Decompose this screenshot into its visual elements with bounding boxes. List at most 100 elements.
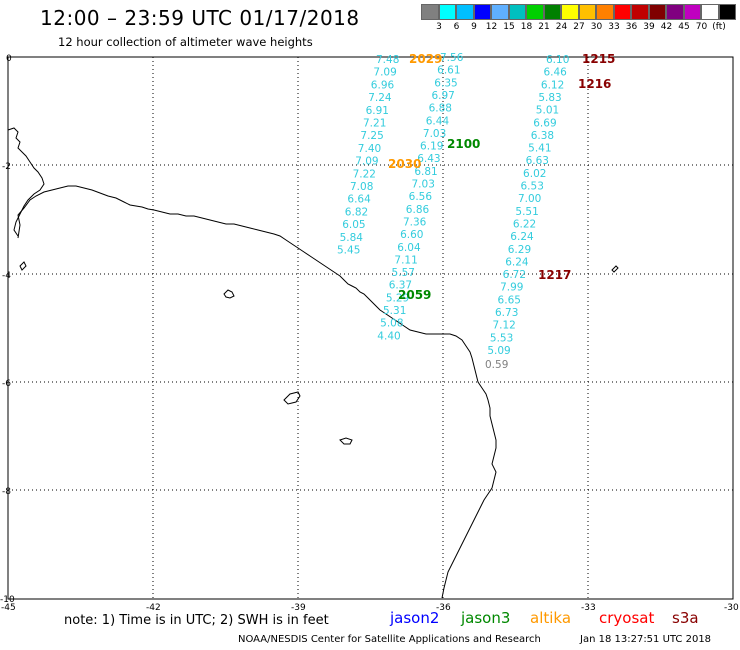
colorbar-label: 9 <box>471 22 477 32</box>
wave-height-label: 6.72 <box>503 269 526 281</box>
colorbar-swatch <box>561 4 579 20</box>
wave-height-label: 6.53 <box>521 181 544 193</box>
wave-height-label: 7.22 <box>353 168 376 180</box>
wave-height-label: 6.82 <box>345 206 368 218</box>
wave-height-label: 5.84 <box>340 232 364 244</box>
wave-height-label: 7.11 <box>394 254 417 266</box>
wave-height-label: 6.10 <box>546 54 569 66</box>
wave-height-label: 6.12 <box>541 79 564 91</box>
legend-jason2: jason2 <box>390 609 440 627</box>
colorbar-swatch <box>613 4 631 20</box>
wave-height-label: 7.09 <box>355 156 378 168</box>
wave-height-label: 7.21 <box>363 118 386 130</box>
track-3: 6.106.466.125.835.016.696.385.416.636.02… <box>485 54 569 371</box>
colorbar-swatch <box>543 4 561 20</box>
wave-height-label: 5.57 <box>392 267 415 279</box>
y-tick-label: -8 <box>2 487 11 497</box>
colorbar-label: 18 <box>520 22 533 32</box>
wave-height-label: 4.40 <box>377 330 400 342</box>
wave-height-label: 7.36 <box>403 216 427 228</box>
wave-height-label: 6.35 <box>434 77 457 89</box>
wave-height-label: 5.51 <box>515 206 538 218</box>
colorbar-label: 27 <box>573 22 585 32</box>
colorbar-label: 24 <box>555 22 568 32</box>
colorbar-swatch <box>473 4 491 20</box>
wave-height-label: 6.96 <box>371 79 395 91</box>
legend-s3a: s3a <box>672 609 699 627</box>
wave-height-label: 6.43 <box>417 153 440 165</box>
colorbar <box>421 4 736 20</box>
colorbar-swatch <box>596 4 614 20</box>
wave-height-label: 6.46 <box>543 67 567 79</box>
time-label: 2059 <box>398 288 431 302</box>
wave-height-label: 0.59 <box>485 359 508 371</box>
colorbar-swatch <box>631 4 649 20</box>
wave-height-label: 7.12 <box>492 320 515 332</box>
x-tick-label: -30 <box>724 603 739 613</box>
wave-height-label: 6.02 <box>523 168 546 180</box>
colorbar-swatch <box>648 4 666 20</box>
colorbar-swatch <box>438 4 456 20</box>
x-tick-label: -33 <box>581 603 596 613</box>
colorbar-swatch <box>508 4 526 20</box>
wave-height-label: 6.73 <box>495 307 518 319</box>
x-tick-label: -42 <box>146 603 161 613</box>
wave-height-label: 6.88 <box>429 103 452 115</box>
time-label: 1215 <box>582 52 615 66</box>
wave-height-label: 6.63 <box>526 155 549 167</box>
wave-height-label: 5.41 <box>528 143 551 155</box>
legend-altika: altika <box>530 609 572 627</box>
wave-height-label: 6.24 <box>510 231 534 243</box>
x-tick-label: -36 <box>436 603 451 613</box>
colorbar-swatch <box>683 4 701 20</box>
wave-height-label: 7.25 <box>360 130 383 142</box>
map-subtitle: 12 hour collection of altimeter wave hei… <box>58 35 313 49</box>
wave-height-label: 7.48 <box>376 54 399 66</box>
time-label: 1217 <box>538 268 571 282</box>
colorbar-label: 70 <box>695 22 708 32</box>
footer-timestamp: Jan 18 13:27:51 UTC 2018 <box>580 634 712 645</box>
wave-height-label: 6.38 <box>531 130 554 142</box>
wave-height-label: 6.37 <box>389 280 412 292</box>
colorbar-label: 39 <box>643 22 655 32</box>
wave-height-label: 5.01 <box>536 105 559 117</box>
wave-height-label: 6.61 <box>437 65 460 77</box>
colorbar-label: 6 <box>453 22 460 32</box>
track-2: 7.566.616.356.976.886.447.036.196.436.81… <box>377 52 463 342</box>
wave-height-label: 5.83 <box>538 92 561 104</box>
time-label: 2029 <box>409 52 442 66</box>
wave-height-label: 7.56 <box>440 52 464 64</box>
wave-height-label: 6.05 <box>342 219 365 231</box>
wave-height-label: 5.31 <box>383 305 406 317</box>
wave-height-label: 6.56 <box>409 191 433 203</box>
x-tick-label: -39 <box>291 603 306 613</box>
y-tick-label: -10 <box>0 595 15 605</box>
colorbar-label: 21 <box>538 22 550 32</box>
wave-height-label: 7.40 <box>358 143 381 155</box>
colorbar-swatch <box>666 4 684 20</box>
colorbar-label: 45 <box>678 22 690 32</box>
footer-credit: NOAA/NESDIS Center for Satellite Applica… <box>238 634 541 645</box>
colorbar-label: 15 <box>503 22 515 32</box>
legend-cryosat: cryosat <box>599 609 655 627</box>
wave-height-label: 6.19 <box>420 141 443 153</box>
wave-height-label: 5.09 <box>487 345 510 357</box>
colorbar-swatch <box>421 4 439 20</box>
wave-height-label: 5.45 <box>337 245 360 257</box>
colorbar-swatch <box>526 4 544 20</box>
y-tick-label: -6 <box>2 379 11 389</box>
islands <box>19 261 619 445</box>
wave-height-label: 6.29 <box>508 244 531 256</box>
wave-height-label: 7.03 <box>423 128 446 140</box>
coastline-north <box>7 127 45 237</box>
time-label: 1216 <box>578 77 611 91</box>
wave-height-label: 6.64 <box>347 194 371 206</box>
wave-height-label: 6.69 <box>533 117 556 129</box>
colorbar-swatch <box>491 4 509 20</box>
wave-height-label: 7.08 <box>350 181 373 193</box>
wave-height-label: 6.60 <box>400 229 423 241</box>
wave-height-label: 6.44 <box>426 115 450 127</box>
y-tick-label: -4 <box>2 271 11 281</box>
wave-height-label: 7.24 <box>368 92 392 104</box>
